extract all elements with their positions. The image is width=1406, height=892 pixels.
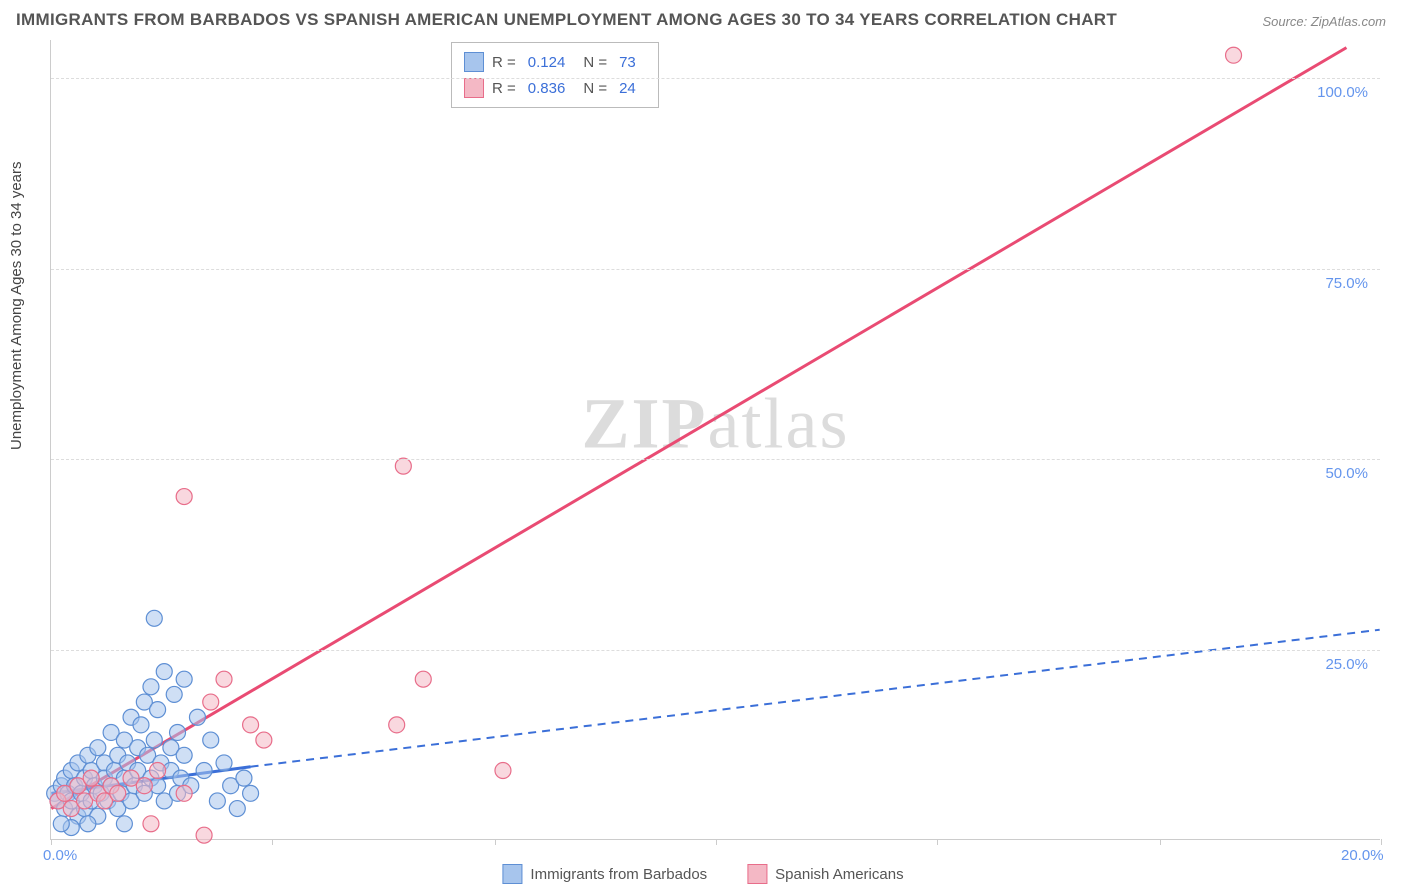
swatch-barbados (464, 52, 484, 72)
n-label: N = (583, 54, 607, 71)
scatter-svg (51, 40, 1380, 839)
series-legend: Immigrants from Barbados Spanish America… (502, 864, 903, 884)
y-axis-label: Unemployment Among Ages 30 to 34 years (8, 161, 25, 450)
r-label: R = (492, 54, 516, 71)
swatch-spanish (747, 864, 767, 884)
r-value-spanish: 0.836 (528, 80, 566, 97)
swatch-spanish (464, 78, 484, 98)
x-tick (937, 839, 938, 845)
correlation-legend: R = 0.124 N = 73 R = 0.836 N = 24 (451, 42, 659, 108)
legend-label-spanish: Spanish Americans (775, 866, 903, 883)
y-tick-label: 25.0% (1325, 656, 1368, 673)
y-tick-label: 75.0% (1325, 275, 1368, 292)
x-tick-label: 20.0% (1341, 847, 1384, 864)
x-tick-label: 0.0% (43, 847, 77, 864)
x-tick (1160, 839, 1161, 845)
n-value-spanish: 24 (619, 80, 636, 97)
chart-title: IMMIGRANTS FROM BARBADOS VS SPANISH AMER… (16, 10, 1117, 30)
swatch-barbados (502, 864, 522, 884)
y-tick-label: 50.0% (1325, 465, 1368, 482)
n-value-barbados: 73 (619, 54, 636, 71)
gridline (51, 269, 1380, 270)
r-value-barbados: 0.124 (528, 54, 566, 71)
gridline (51, 650, 1380, 651)
x-tick (1381, 839, 1382, 845)
gridline (51, 78, 1380, 79)
legend-item-barbados: Immigrants from Barbados (502, 864, 707, 884)
r-label: R = (492, 80, 516, 97)
legend-label-barbados: Immigrants from Barbados (530, 866, 707, 883)
correlation-chart: IMMIGRANTS FROM BARBADOS VS SPANISH AMER… (0, 0, 1406, 892)
x-tick (716, 839, 717, 845)
legend-item-spanish: Spanish Americans (747, 864, 903, 884)
x-tick (272, 839, 273, 845)
y-tick-label: 100.0% (1317, 84, 1368, 101)
n-label: N = (583, 80, 607, 97)
plot-area: ZIPatlas R = 0.124 N = 73 R = 0.836 N = … (50, 40, 1380, 840)
gridline (51, 459, 1380, 460)
x-tick (51, 839, 52, 845)
x-tick (495, 839, 496, 845)
legend-row-barbados: R = 0.124 N = 73 (464, 49, 646, 75)
source-attribution: Source: ZipAtlas.com (1262, 14, 1386, 29)
